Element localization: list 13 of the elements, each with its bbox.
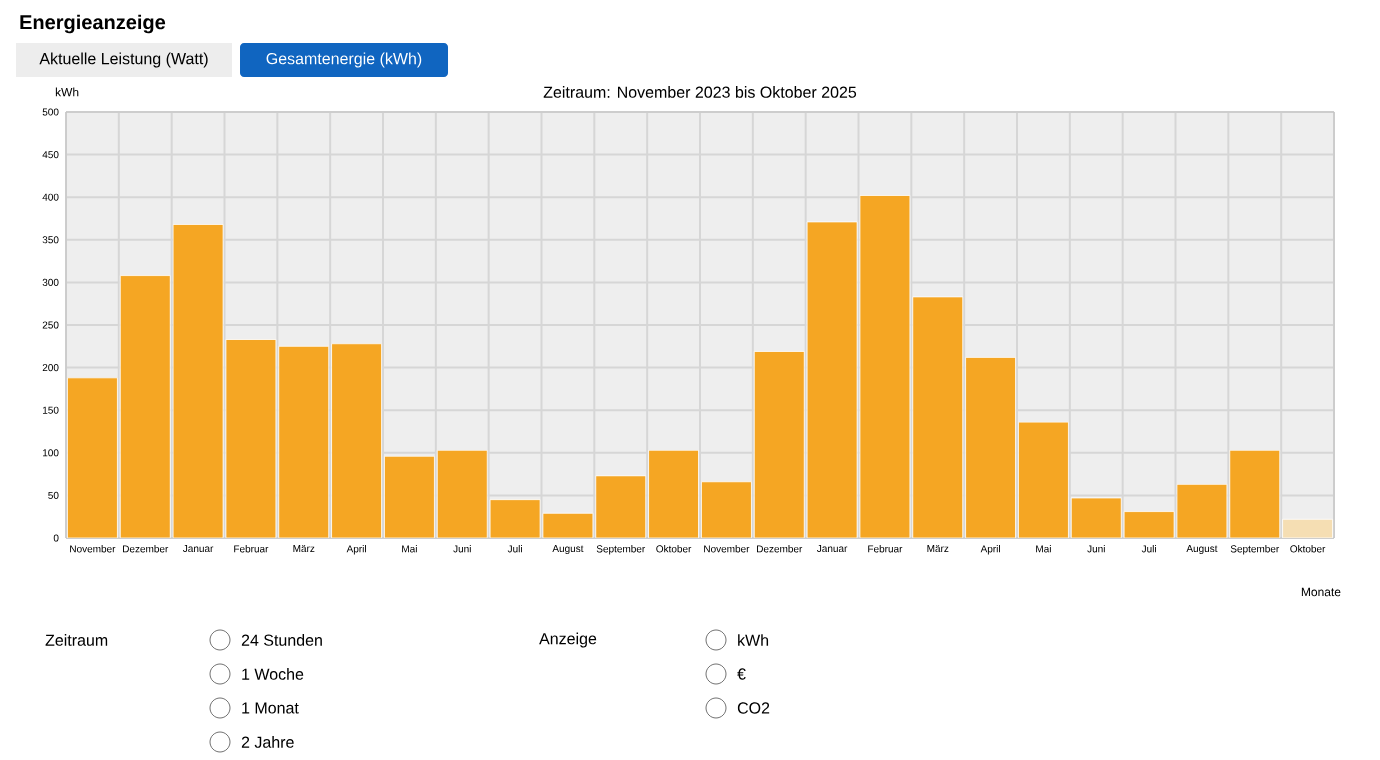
text: CO2: [737, 702, 770, 714]
text: Zeitraum: [45, 634, 108, 646]
text: Aktuelle Leistung (Watt): [39, 52, 208, 68]
text: 1 Monat: [242, 702, 299, 714]
text: 24 Stunden: [241, 634, 322, 646]
chart-subtitle: Zeitraum: November 2023 bis Oktober 2025: [543, 86, 857, 98]
chart-title: Energieanzeige: [20, 14, 166, 34]
text: €: [737, 668, 746, 680]
text: kWh: [738, 634, 769, 646]
text: Anzeige: [539, 632, 597, 648]
text: 2 Jahre: [241, 736, 294, 748]
text: 1 Woche: [242, 668, 304, 680]
text: Gesamtenergie (kWh): [266, 52, 422, 68]
